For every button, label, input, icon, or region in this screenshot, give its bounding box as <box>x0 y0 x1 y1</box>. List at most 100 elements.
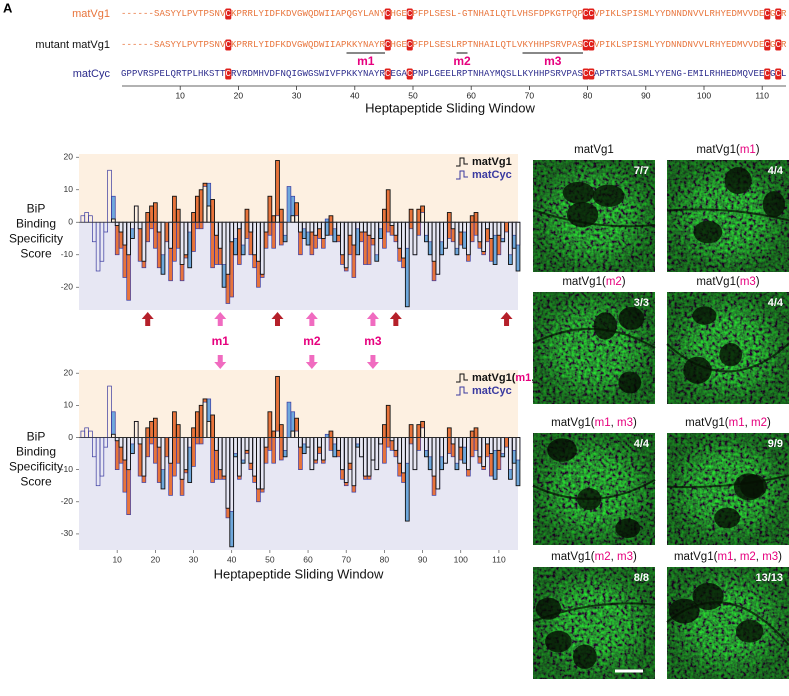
residue: P <box>187 40 192 50</box>
residue: S <box>578 69 583 79</box>
residue: L <box>451 9 456 19</box>
residue: - <box>127 9 132 19</box>
difference-fill <box>130 228 135 239</box>
residue: Y <box>259 9 265 19</box>
x-tick-label: 70 <box>341 554 351 564</box>
difference-fill <box>172 411 177 477</box>
residue: A <box>594 69 600 79</box>
residue: D <box>666 40 671 50</box>
difference-fill <box>332 228 337 242</box>
residue: L <box>704 40 709 50</box>
cysteine-highlight <box>225 39 232 51</box>
difference-fill <box>351 245 356 278</box>
residue: Y <box>358 9 364 19</box>
residue: S <box>165 9 170 19</box>
residue: R <box>176 69 182 79</box>
residue: P <box>600 9 605 19</box>
difference-fill <box>245 450 249 454</box>
legend-label: matCyc <box>472 385 512 397</box>
residue: D <box>270 69 275 79</box>
residue: P <box>545 40 550 50</box>
residue: P <box>578 9 583 19</box>
residue: W <box>319 9 325 19</box>
residue: M <box>644 40 649 50</box>
residue: H <box>523 9 528 19</box>
difference-fill <box>382 424 387 464</box>
difference-fill <box>157 447 162 483</box>
residue: K <box>281 9 287 19</box>
residue: F <box>534 9 539 19</box>
y-tick-label: -20 <box>61 496 74 506</box>
difference-fill <box>470 431 475 457</box>
residue: V <box>138 69 144 79</box>
residue: E <box>391 69 396 79</box>
residue: L <box>253 40 258 50</box>
residue: H <box>479 69 484 79</box>
residue: H <box>715 69 720 79</box>
difference-fill <box>191 427 196 467</box>
difference-fill <box>141 261 146 268</box>
residue: P <box>132 69 137 79</box>
residue: S <box>550 40 555 50</box>
residue: G <box>435 69 440 79</box>
difference-fill <box>455 463 459 470</box>
residue: V <box>193 9 199 19</box>
residue: L <box>451 69 456 79</box>
residue: V <box>743 9 749 19</box>
text-part: matCyc <box>472 169 512 181</box>
residue: T <box>468 9 474 19</box>
residue: G <box>297 40 302 50</box>
text-part: m1 <box>595 417 611 429</box>
difference-fill <box>203 183 207 187</box>
residue: D <box>732 9 737 19</box>
residue: Y <box>380 9 386 19</box>
mutation-label: m3 <box>544 54 562 68</box>
y-axis-label: Specificity <box>9 232 63 246</box>
text-part: , <box>745 417 751 429</box>
difference-fill <box>363 476 368 480</box>
residue: Q <box>501 40 506 50</box>
difference-fill <box>267 411 272 451</box>
difference-fill <box>481 466 486 470</box>
residue: - <box>457 9 462 19</box>
difference-fill <box>474 212 478 236</box>
residue: N <box>363 40 368 50</box>
residue: R <box>248 40 254 50</box>
residue: C <box>583 69 589 79</box>
residue: H <box>198 69 203 79</box>
difference-fill <box>149 421 154 444</box>
residue: R <box>710 40 716 50</box>
difference-fill <box>401 472 406 483</box>
residue: K <box>281 40 287 50</box>
panel-count: 9/9 <box>768 438 783 450</box>
difference-fill <box>214 235 219 265</box>
residue: Q <box>572 9 577 19</box>
difference-fill <box>237 228 242 265</box>
residue: N <box>671 40 676 50</box>
residue: D <box>286 40 291 50</box>
residue: Q <box>286 69 291 79</box>
y-tick-label: -20 <box>61 282 74 292</box>
difference-fill <box>233 453 238 457</box>
difference-fill <box>512 450 517 464</box>
residue: L <box>429 69 434 79</box>
residue: P <box>627 40 632 50</box>
text-part: m2 <box>606 276 622 288</box>
residue: E <box>440 40 445 50</box>
residue: T <box>198 9 204 19</box>
residue: W <box>319 40 325 50</box>
residue: L <box>429 9 434 19</box>
difference-fill <box>153 202 158 249</box>
difference-fill <box>321 460 326 464</box>
difference-fill <box>245 209 249 239</box>
y-axis-label: Binding <box>16 445 56 459</box>
residue: V <box>748 9 754 19</box>
pink-arrow <box>305 355 318 369</box>
residue: R <box>781 40 787 50</box>
difference-fill <box>287 186 291 223</box>
residue: L <box>512 40 517 50</box>
cysteine-highlight <box>582 39 589 51</box>
difference-fill <box>344 482 349 486</box>
residue: G <box>677 69 682 79</box>
residue: N <box>677 9 682 19</box>
